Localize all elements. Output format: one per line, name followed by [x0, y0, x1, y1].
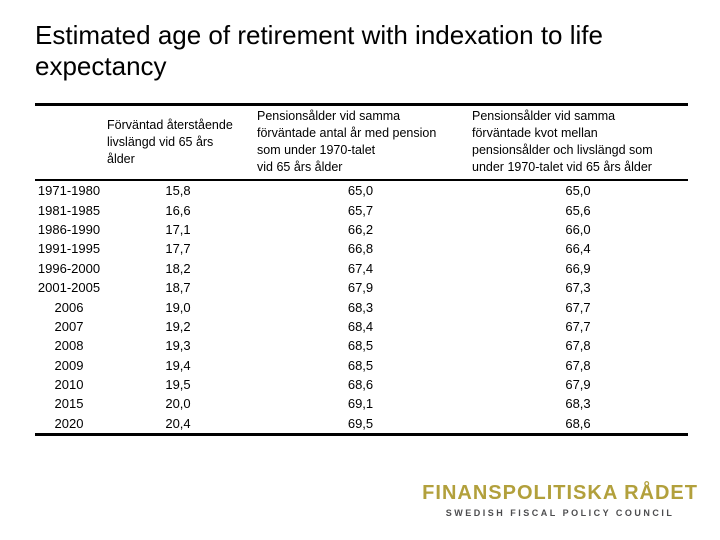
- pension-same-years-cell: 69,5: [347, 415, 374, 431]
- table-row: 1991-1995 17,7 66,8 66,4: [35, 239, 688, 258]
- pension-same-ratio-cell: 68,3: [565, 396, 591, 412]
- table-row: 1971-1980 15,8 65,0 65,0: [35, 180, 688, 200]
- table-row: 2006 19,0 68,3 67,7: [35, 297, 688, 316]
- pension-same-ratio-cell: 65,6: [565, 202, 591, 218]
- table-header: Förväntad återstående livslängd vid 65 å…: [35, 104, 688, 181]
- period-cell: 1991-1995: [37, 241, 101, 257]
- pension-same-ratio-cell: 67,8: [565, 338, 591, 354]
- table-body: 1971-1980 15,8 65,0 65,0 1981-1985 16,6 65,7 65…: [35, 180, 688, 435]
- table-row: 2015 20,0 69,1 68,3: [35, 394, 688, 413]
- pension-same-ratio-cell: 65,0: [565, 183, 591, 199]
- remaining-life-cell: 18,7: [165, 280, 191, 296]
- table-row: 2009 19,4 68,5 67,8: [35, 356, 688, 375]
- period-cell: 1986-1990: [37, 221, 101, 237]
- remaining-life-cell: 19,5: [165, 377, 191, 393]
- pension-same-years-cell: 69,1: [347, 396, 374, 412]
- pension-same-ratio-cell: 67,9: [565, 377, 591, 393]
- pension-same-ratio-cell: 66,9: [565, 260, 591, 276]
- pension-same-years-cell: 66,8: [347, 241, 374, 257]
- page-title: Estimated age of retirement with indexat…: [35, 20, 603, 81]
- remaining-life-cell: 18,2: [165, 260, 191, 276]
- pension-same-years-cell: 68,3: [347, 299, 374, 315]
- retirement-age-table: Förväntad återstående livslängd vid 65 å…: [35, 103, 688, 437]
- fiscal-policy-council-logo: FINANSPOLITISKA RÅDET SWEDISH FISCAL POL…: [422, 482, 698, 518]
- pension-same-years-cell: 65,7: [347, 202, 374, 218]
- pension-same-ratio-cell: 66,0: [565, 221, 591, 237]
- table-row: 1996-2000 18,2 67,4 66,9: [35, 259, 688, 278]
- pension-same-years-cell: 68,4: [347, 318, 374, 334]
- period-cell: 2007: [54, 318, 84, 334]
- table-row: 2007 19,2 68,4 67,7: [35, 317, 688, 336]
- pension-same-years-cell: 68,5: [347, 357, 374, 373]
- period-cell: 2008: [54, 338, 84, 354]
- remaining-life-cell: 19,0: [165, 299, 191, 315]
- remaining-life-cell: 19,3: [165, 338, 191, 354]
- remaining-life-cell: 17,7: [165, 241, 191, 257]
- remaining-life-cell: 16,6: [165, 202, 191, 218]
- table-row: 1981-1985 16,6 65,7 65,6: [35, 200, 688, 219]
- period-cell: 2015: [54, 396, 84, 412]
- table-header-row: Förväntad återstående livslängd vid 65 å…: [35, 104, 688, 181]
- period-cell: 1996-2000: [37, 260, 101, 276]
- pension-same-ratio-cell: 67,8: [565, 357, 591, 373]
- pension-same-years-cell: 68,5: [347, 338, 374, 354]
- remaining-life-cell: 17,1: [165, 221, 191, 237]
- period-cell: 2006: [54, 299, 84, 315]
- pension-same-ratio-cell: 68,6: [565, 415, 591, 431]
- period-cell: 2010: [54, 377, 84, 393]
- period-cell: 2020: [54, 415, 84, 431]
- table-row: 2001-2005 18,7 67,9 67,3: [35, 278, 688, 297]
- remaining-life-cell: 15,8: [165, 183, 191, 199]
- pension-same-ratio-cell: 67,7: [565, 318, 591, 334]
- remaining-life-cell: 19,4: [165, 357, 191, 373]
- header-remaining-life: Förväntad återstående livslängd vid 65 å…: [103, 104, 253, 181]
- remaining-life-cell: 20,0: [165, 396, 191, 412]
- pension-same-years-cell: 67,4: [347, 260, 374, 276]
- table-row: 2010 19,5 68,6 67,9: [35, 375, 688, 394]
- pension-same-ratio-cell: 66,4: [565, 241, 591, 257]
- header-period: [35, 104, 103, 181]
- pension-same-years-cell: 65,0: [347, 183, 374, 199]
- pension-same-ratio-cell: 67,3: [565, 280, 591, 296]
- logo-subtitle: SWEDISH FISCAL POLICY COUNCIL: [445, 508, 675, 518]
- pension-same-years-cell: 67,9: [347, 280, 374, 296]
- table-row: 2008 19,3 68,5 67,8: [35, 336, 688, 355]
- header-pension-same-years: Pensionsålder vid samma förväntade antal…: [253, 104, 468, 181]
- pension-same-ratio-cell: 67,7: [565, 299, 591, 315]
- remaining-life-cell: 19,2: [165, 318, 191, 334]
- period-cell: 1971-1980: [37, 183, 101, 199]
- logo-name: FINANSPOLITISKA RÅDET: [422, 482, 698, 504]
- remaining-life-cell: 20,4: [165, 415, 191, 431]
- period-cell: 2009: [54, 357, 84, 373]
- header-pension-same-ratio: Pensionsålder vid samma förväntade kvot …: [468, 104, 688, 181]
- pension-same-years-cell: 66,2: [347, 221, 374, 237]
- pension-same-years-cell: 68,6: [347, 377, 374, 393]
- period-cell: 2001-2005: [37, 280, 101, 296]
- period-cell: 1981-1985: [37, 202, 101, 218]
- table-row: 2020 20,4 69,5 68,6: [35, 414, 688, 435]
- table-row: 1986-1990 17,1 66,2 66,0: [35, 220, 688, 239]
